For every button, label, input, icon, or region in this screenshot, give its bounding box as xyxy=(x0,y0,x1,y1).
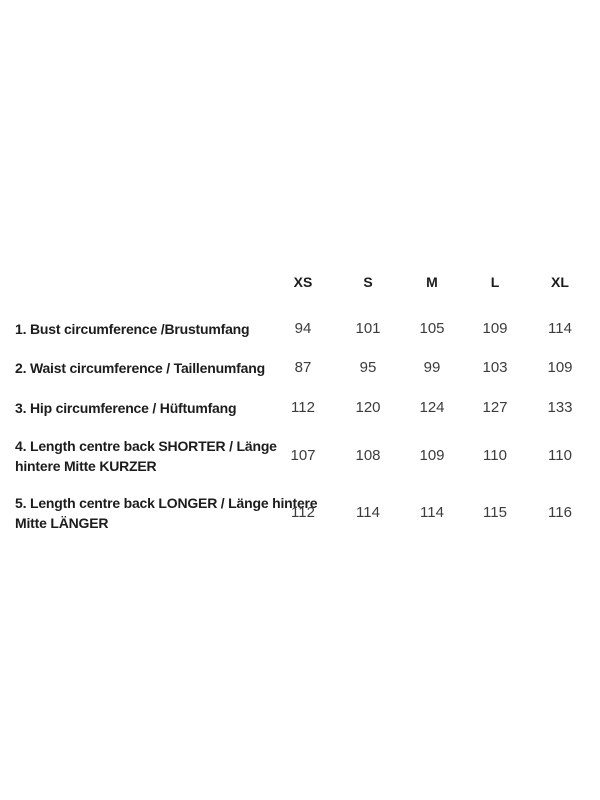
cell-bust-s: 101 xyxy=(355,320,381,337)
measurement-label-length-longer: 5. Length centre back LONGER / Länge hin… xyxy=(15,495,318,531)
size-column-header-xs: XS xyxy=(293,274,313,290)
size-column-header-l: L xyxy=(490,274,500,290)
cell-bust-l: 109 xyxy=(482,320,508,337)
size-column-header-xl: XL xyxy=(551,274,569,290)
cell-length-shorter-m: 109 xyxy=(419,447,445,464)
cell-hip-l: 127 xyxy=(482,399,508,416)
cell-waist-xl: 109 xyxy=(547,359,573,376)
cell-length-longer-xs: 112 xyxy=(291,504,315,521)
cell-waist-xs: 87 xyxy=(294,359,312,376)
cell-waist-s: 95 xyxy=(359,359,377,376)
measurement-label-waist: 2. Waist circumference / Taillenumfang xyxy=(15,360,265,376)
cell-length-longer-s: 114 xyxy=(356,504,380,521)
cell-waist-m: 99 xyxy=(423,359,441,376)
measurement-label-hip: 3. Hip circumference / Hüftumfang xyxy=(15,400,237,416)
cell-length-shorter-xs: 107 xyxy=(290,447,316,464)
measurement-label-bust: 1. Bust circumference /Brustumfang xyxy=(15,321,250,337)
size-column-header-m: M xyxy=(426,274,438,290)
cell-length-shorter-s: 108 xyxy=(355,447,381,464)
cell-hip-m: 124 xyxy=(419,399,445,416)
cell-length-longer-l: 115 xyxy=(483,504,507,521)
cell-waist-l: 103 xyxy=(482,359,508,376)
cell-hip-xs: 112 xyxy=(291,399,315,416)
cell-length-shorter-l: 110 xyxy=(483,447,507,464)
cell-length-shorter-xl: 110 xyxy=(548,447,572,464)
cell-bust-xl: 114 xyxy=(548,320,572,337)
cell-length-longer-m: 114 xyxy=(420,504,444,521)
cell-bust-xs: 94 xyxy=(294,320,312,337)
cell-bust-m: 105 xyxy=(419,320,445,337)
measurement-label-length-shorter: 4. Length centre back SHORTER / Länge hi… xyxy=(15,438,277,474)
cell-hip-s: 120 xyxy=(355,399,381,416)
size-column-header-s: S xyxy=(363,274,373,290)
cell-hip-xl: 133 xyxy=(547,399,573,416)
cell-length-longer-xl: 116 xyxy=(548,504,572,521)
